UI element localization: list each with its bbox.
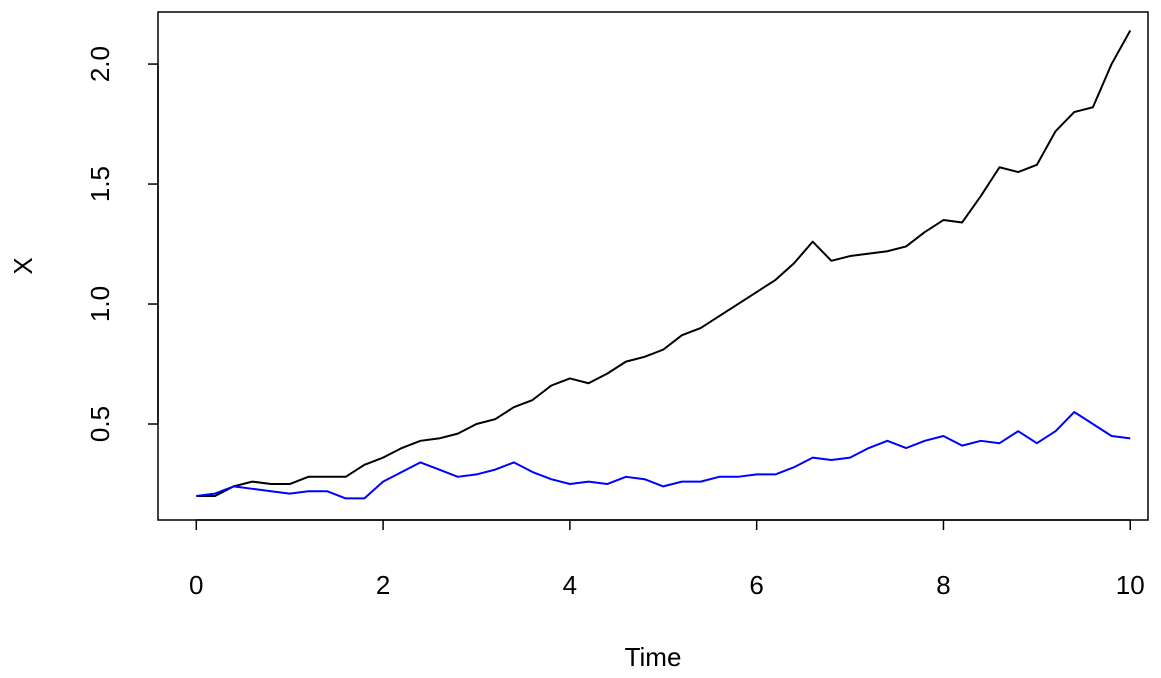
- x-tick-label: 6: [749, 570, 763, 600]
- x-axis-label: Time: [625, 642, 682, 672]
- y-tick-label: 2.0: [85, 46, 115, 82]
- series-line: [196, 411, 1131, 500]
- x-tick-label: 0: [189, 570, 203, 600]
- x-tick-label: 8: [936, 570, 950, 600]
- x-tick-label: 2: [376, 570, 390, 600]
- series-line: [196, 29, 1132, 498]
- y-axis-label: X: [8, 257, 38, 274]
- y-tick-label: 1.5: [85, 166, 115, 202]
- x-tick-label: 10: [1116, 570, 1145, 600]
- y-tick-label: 0.5: [85, 406, 115, 442]
- y-tick-label: 1.0: [85, 286, 115, 322]
- x-tick-label: 4: [563, 570, 577, 600]
